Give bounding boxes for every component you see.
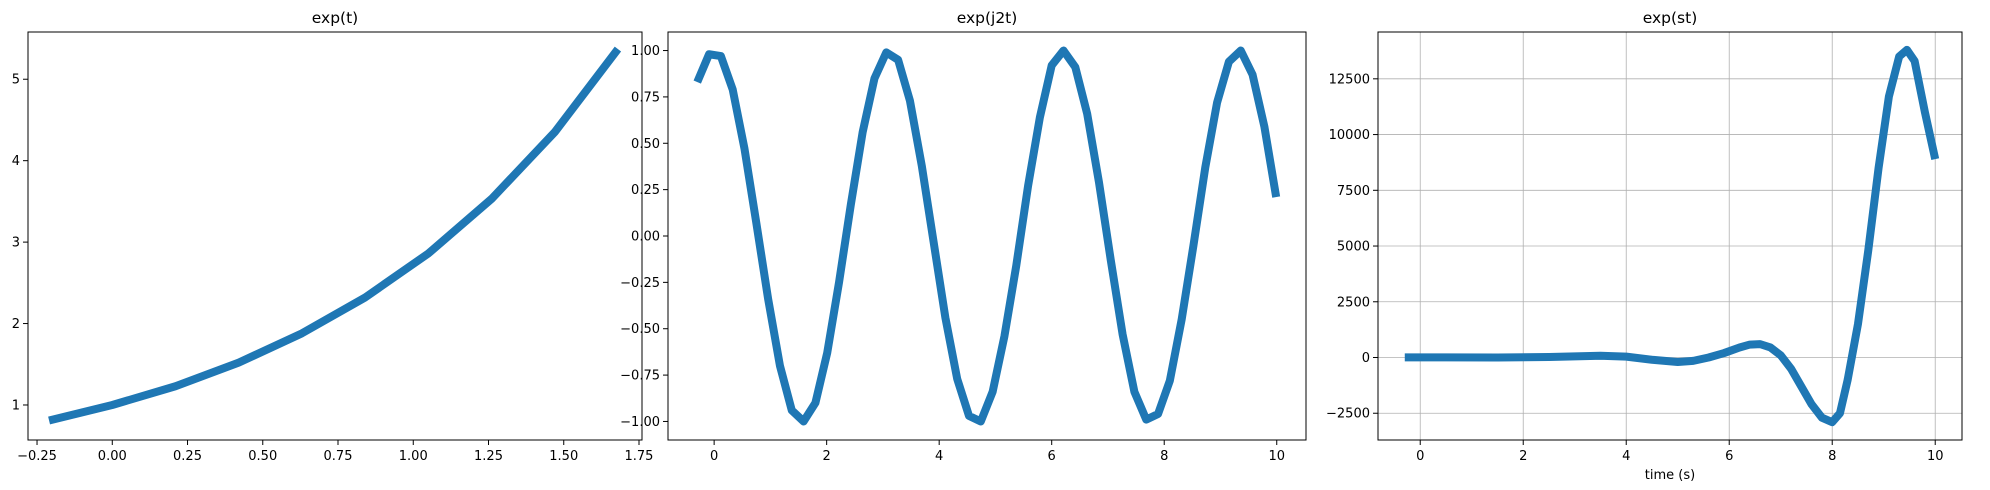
series-line-1 xyxy=(693,46,1281,426)
x-tick-label: 8 xyxy=(1828,449,1836,464)
x-tick-label: 10 xyxy=(1268,449,1285,464)
chart-title: exp(j2t) xyxy=(957,9,1018,27)
y-tick-label: 3 xyxy=(12,236,20,251)
chart-panel-1: −0.25 0.00 0.25 0.50 0.75 1.00 1.25 1.50 1.75 1 2 3… xyxy=(12,9,654,464)
x-tick-label: 6 xyxy=(1725,449,1733,464)
x-tick-label: 1.25 xyxy=(474,449,503,464)
x-tick-label: 1.00 xyxy=(399,449,428,464)
chart-title: exp(st) xyxy=(1643,9,1698,27)
y-tick-label: 12500 xyxy=(1329,72,1370,87)
chart-title: exp(t) xyxy=(312,9,358,27)
axes-frame xyxy=(667,31,1307,441)
chart-panel-2: 0 2 4 6 8 10 1.00 0.75 0.50 0.25 0.00 −0.25 −0.50 −0.… xyxy=(620,9,1307,464)
x-axis-label: time (s) xyxy=(1645,468,1695,483)
series-line-1 xyxy=(48,46,622,425)
y-tick-label: 0.50 xyxy=(631,137,660,152)
y-tick-label: −0.25 xyxy=(620,276,660,291)
y-tick-label: 0.00 xyxy=(631,230,660,245)
x-tick-label: 0.50 xyxy=(248,449,277,464)
x-tick-label: 2 xyxy=(823,449,831,464)
x-tick-label: 1.50 xyxy=(549,449,578,464)
y-tick-label: 2 xyxy=(12,317,20,332)
y-tick-label: 0.75 xyxy=(631,90,660,105)
axes-frame xyxy=(1377,31,1963,441)
x-tick-label: 2 xyxy=(1519,449,1527,464)
y-tick-label: 7500 xyxy=(1337,184,1370,199)
x-tick-label: 0 xyxy=(710,449,718,464)
x-tick-label: 4 xyxy=(1622,449,1630,464)
y-tick-label: 1.00 xyxy=(631,44,660,59)
x-tick-label: 1.75 xyxy=(625,449,654,464)
axes-frame xyxy=(27,31,643,441)
y-tick-label: 4 xyxy=(12,154,20,169)
y-tick-label: 0.25 xyxy=(631,183,660,198)
x-tick-label: 0.00 xyxy=(98,449,127,464)
y-tick-label: 1 xyxy=(12,398,20,413)
x-tick-label: 0.25 xyxy=(173,449,202,464)
x-tick-label: 6 xyxy=(1048,449,1056,464)
x-tick-label: 0 xyxy=(1416,449,1424,464)
x-tick-label: 4 xyxy=(935,449,943,464)
x-tick-label: 0.75 xyxy=(324,449,353,464)
y-tick-label: −1.00 xyxy=(620,415,660,430)
x-tick-label: 8 xyxy=(1160,449,1168,464)
series-line-1 xyxy=(1404,45,1940,427)
y-tick-label: −0.75 xyxy=(620,369,660,384)
x-tick-label: −0.25 xyxy=(17,449,57,464)
y-tick-label: 0 xyxy=(1362,351,1370,366)
y-tick-label: 5000 xyxy=(1337,240,1370,255)
chart-panel-3: 0 2 4 6 8 10 −2500 0 2500 5000 7500 10000 12500 exp(s… xyxy=(1326,9,1963,483)
y-tick-label: −0.50 xyxy=(620,322,660,337)
y-tick-label: 10000 xyxy=(1329,128,1370,143)
y-tick-label: 5 xyxy=(12,73,20,88)
y-tick-label: −2500 xyxy=(1326,407,1370,422)
x-tick-label: 10 xyxy=(1927,449,1944,464)
y-tick-label: 2500 xyxy=(1337,295,1370,310)
